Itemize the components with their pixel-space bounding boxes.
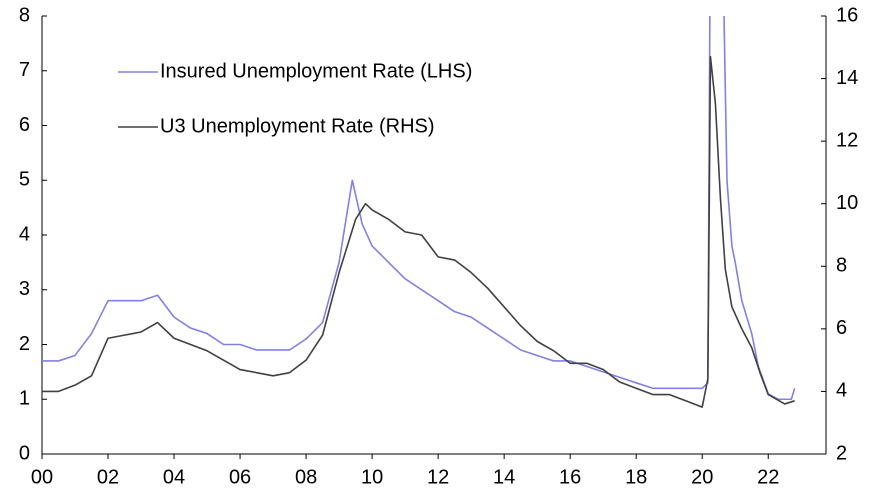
- y-tick-label: 2: [19, 333, 30, 355]
- x-tick-label: 18: [625, 466, 647, 488]
- x-tick-label: 06: [229, 466, 251, 488]
- y2-tick-label: 10: [836, 192, 858, 214]
- plot-area: [42, 16, 796, 408]
- y2-tick-label: 16: [836, 4, 858, 26]
- series-line: [42, 16, 796, 401]
- legend-label: U3 Unemployment Rate (RHS): [160, 115, 435, 137]
- y2-tick-label: 8: [836, 255, 847, 277]
- x-tick-label: 12: [427, 466, 449, 488]
- y-tick-label: 5: [19, 169, 30, 191]
- y-tick-label: 1: [19, 388, 30, 410]
- y2-tick-label: 2: [836, 442, 847, 464]
- x-tick-label: 08: [295, 466, 317, 488]
- legend-label: Insured Unemployment Rate (LHS): [160, 60, 472, 82]
- y-tick-label: 0: [19, 442, 30, 464]
- y-tick-label: 7: [19, 59, 30, 81]
- x-tick-label: 20: [691, 466, 713, 488]
- y-tick-label: 3: [19, 278, 30, 300]
- y-tick-label: 4: [19, 223, 30, 245]
- x-tick-label: 22: [757, 466, 779, 488]
- y-tick-label: 8: [19, 4, 30, 26]
- y2-tick-label: 4: [836, 380, 847, 402]
- series-line: [42, 55, 795, 408]
- x-tick-label: 04: [163, 466, 185, 488]
- y2-tick-label: 12: [836, 129, 858, 151]
- y2-tick-label: 14: [836, 67, 858, 89]
- x-tick-label: 00: [31, 466, 53, 488]
- x-tick-label: 10: [361, 466, 383, 488]
- x-tick-label: 14: [493, 466, 515, 488]
- x-tick-label: 16: [559, 466, 581, 488]
- y-tick-label: 6: [19, 114, 30, 136]
- y2-tick-label: 6: [836, 317, 847, 339]
- x-tick-label: 02: [97, 466, 119, 488]
